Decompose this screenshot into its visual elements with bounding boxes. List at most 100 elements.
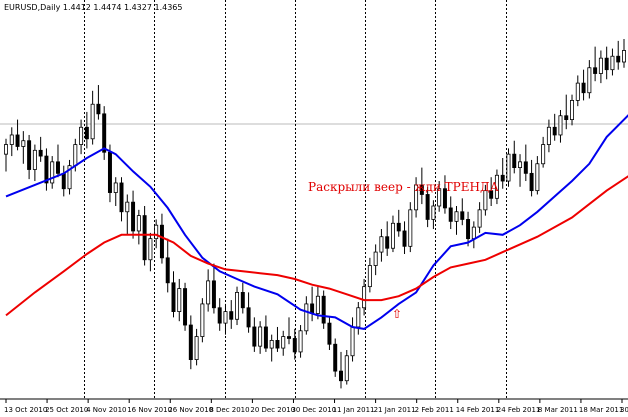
candle-body-bull [9, 134, 14, 145]
candle-body-bear [211, 280, 216, 309]
x-tick-label: 16 Nov 2010 [127, 406, 172, 414]
candle-body-bull [304, 303, 309, 332]
candle-body-bull [258, 326, 263, 347]
candle-body-bull [298, 330, 303, 353]
candle-body-bull [546, 126, 551, 145]
candle [541, 136, 546, 168]
candle [275, 326, 280, 352]
candle [55, 144, 60, 178]
candle-body-bull [535, 163, 540, 192]
x-tick-label: 20 Dec 2010 [250, 406, 295, 414]
candle [136, 209, 141, 245]
candle [396, 209, 401, 237]
candle-body-bear [61, 172, 66, 190]
candle-body-bear [616, 55, 621, 63]
candle-body-bear [159, 224, 164, 259]
candle-body-bear [512, 153, 517, 169]
candle-body-bear [327, 322, 332, 345]
candle-body-bear [240, 291, 245, 309]
x-tick-label: 14 Feb 2011 [456, 406, 500, 414]
candle-body-bull [558, 115, 563, 136]
candle-body-bull [269, 339, 274, 349]
candle-body-bull [622, 50, 626, 63]
candle [4, 138, 8, 172]
candle-body-bull [390, 222, 395, 249]
candle [229, 300, 234, 329]
candle-body-bull [431, 205, 436, 220]
candle-body-bull [408, 209, 413, 247]
candle-body-bull [414, 184, 419, 211]
candle [419, 167, 424, 205]
candle [454, 206, 459, 235]
candle-body-bear [183, 288, 188, 326]
candle [610, 48, 615, 76]
candle-body-bear [448, 207, 453, 222]
candle [581, 69, 586, 101]
candle [258, 321, 263, 354]
candle [489, 177, 494, 206]
candle-body-bear [55, 161, 60, 174]
candle [535, 156, 540, 195]
candle-body-bull [90, 103, 95, 140]
candle-body-bull [4, 144, 8, 155]
candle [44, 148, 49, 191]
candle [437, 181, 442, 212]
candle-body-bear [564, 115, 569, 121]
candle [564, 94, 569, 130]
candle-body-bull [367, 265, 372, 288]
candle-body-bull [73, 144, 78, 167]
candle [113, 177, 118, 206]
candle [402, 221, 407, 254]
candle-body-bull [235, 291, 240, 320]
candle-body-bull [350, 326, 355, 357]
candle [15, 119, 20, 151]
candle [171, 271, 176, 318]
candle [408, 202, 413, 253]
candle [125, 194, 130, 235]
candlesticks [4, 38, 626, 389]
candle-body-bear [604, 57, 609, 71]
candle-body-bear [15, 134, 20, 147]
up-arrow-marker: ⇧ [392, 307, 402, 321]
candle [494, 169, 499, 205]
candle-body-bear [552, 126, 557, 136]
candle-body-bear [419, 184, 424, 195]
candle [344, 350, 349, 385]
candle [252, 317, 257, 352]
candle-body-bear [529, 172, 534, 192]
candle [448, 196, 453, 230]
candle-body-bull [506, 153, 511, 182]
candle-body-bear [246, 307, 251, 328]
candle [425, 186, 430, 228]
candle-body-bull [356, 307, 361, 328]
candle [96, 85, 101, 120]
candle-body-bear [119, 182, 124, 213]
candle [367, 257, 372, 293]
candle-body-bear [188, 324, 193, 361]
candle [131, 190, 136, 239]
candle [587, 60, 592, 99]
candle [159, 213, 164, 264]
candle-body-bear [44, 155, 49, 184]
candle-body-bear [27, 140, 32, 170]
candle [223, 303, 228, 335]
candle-body-bear [489, 190, 494, 199]
candle [523, 144, 528, 182]
candle-body-bull [21, 140, 26, 147]
candle-body-bull [32, 149, 37, 170]
candle-body-bull [483, 190, 488, 211]
candle-body-bear [523, 161, 528, 174]
candle [194, 328, 199, 366]
candle [529, 159, 534, 197]
candle-body-bear [229, 311, 234, 320]
candle [570, 94, 575, 126]
candle-body-bear [593, 67, 598, 74]
candle-body-bull [362, 286, 367, 309]
candle-body-bull [518, 161, 523, 168]
candle-body-bear [500, 174, 505, 182]
candle [79, 119, 84, 155]
chart-annotation: Раскрыли веер - жди ТРЕНДА [308, 180, 499, 194]
candle [477, 202, 482, 233]
candle [235, 286, 240, 326]
